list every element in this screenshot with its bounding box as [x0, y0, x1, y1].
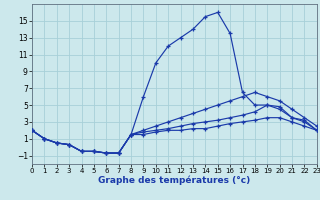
- X-axis label: Graphe des températures (°c): Graphe des températures (°c): [98, 176, 251, 185]
